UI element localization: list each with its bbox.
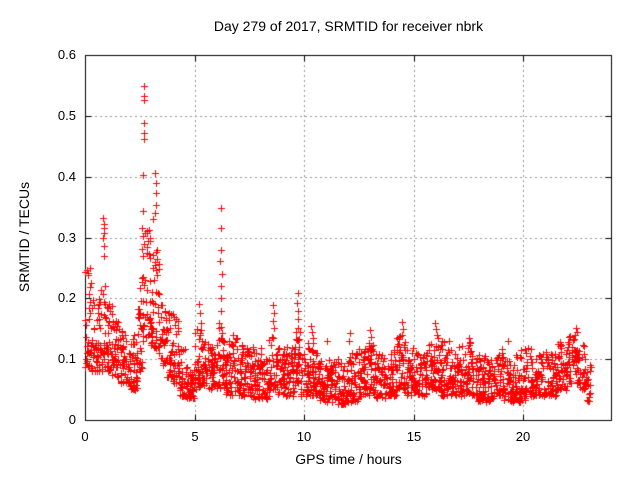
y-tick-label: 0.5 (57, 108, 76, 123)
y-tick-label: 0.1 (57, 351, 76, 366)
y-tick-label: 0 (68, 412, 76, 427)
y-tick-label: 0.4 (57, 169, 76, 184)
y-tick-label: 0.6 (57, 47, 76, 62)
x-axis-label: GPS time / hours (295, 451, 402, 467)
x-tick-label: 0 (81, 429, 89, 444)
y-tick-label: 0.2 (57, 290, 76, 305)
y-tick-label: 0.3 (57, 230, 76, 245)
x-tick-label: 20 (515, 429, 531, 444)
chart-title: Day 279 of 2017, SRMTID for receiver nbr… (213, 18, 484, 34)
x-tick-label: 5 (191, 429, 199, 444)
x-tick-label: 15 (406, 429, 422, 444)
x-tick-label: 10 (296, 429, 312, 444)
